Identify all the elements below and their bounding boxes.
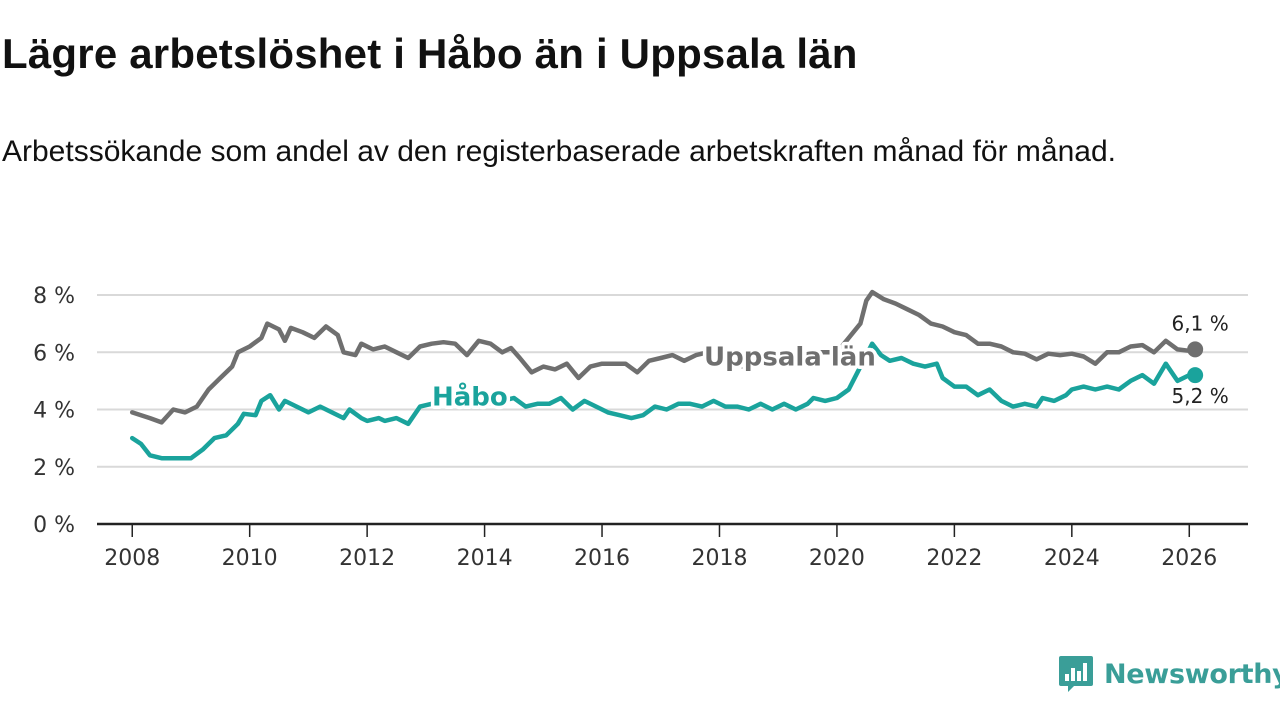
y-axis-ticks: 0 % 2 % 4 % 6 % 8 % [33,284,75,538]
series-name-label-habo: Håbo [432,381,508,413]
newsworthy-logo[interactable]: Newsworthy [1058,654,1280,694]
chart-subtitle: Arbetssökande som andel av den registerb… [2,135,1116,168]
chart-title: Lägre arbetslöshet i Håbo än i Uppsala l… [2,30,858,77]
y-tick-label: 4 % [33,399,75,424]
y-tick-label: 8 % [33,284,75,309]
series-name-label-uppsala: Uppsala län [704,343,876,373]
series-line-uppsala [129,289,1198,425]
x-tick-label: 2024 [1044,546,1100,571]
newsworthy-logo-icon [1059,656,1093,692]
y-tick-label: 2 % [33,456,75,481]
y-tick-label: 6 % [33,341,75,366]
x-tick-label: 2014 [457,546,513,571]
x-tick-label: 2012 [339,546,395,571]
x-axis-ticks: 2008 2010 2012 2014 2016 2018 2020 2022 2024 2026 [97,522,1248,571]
y-tick-label: 0 % [33,513,75,538]
end-point-habo [1187,367,1204,384]
x-tick-label: 2010 [222,546,278,571]
brand-name: Newsworthy [1104,658,1280,690]
series-lines [129,289,1204,461]
x-tick-label: 2022 [926,546,982,571]
x-tick-label: 2026 [1161,546,1217,571]
x-tick-label: 2008 [104,546,160,571]
end-value-label-habo: 5,2 % [1172,384,1229,408]
x-tick-label: 2018 [691,546,747,571]
end-value-label-uppsala: 6,1 % [1172,311,1229,335]
series-line-habo [129,341,1198,461]
x-tick-label: 2016 [574,546,630,571]
x-tick-label: 2020 [809,546,865,571]
end-point-uppsala [1187,341,1204,358]
series-labels: Uppsala län Håbo 6,1 % 5,2 % [429,309,1232,416]
gridlines [97,294,1248,468]
